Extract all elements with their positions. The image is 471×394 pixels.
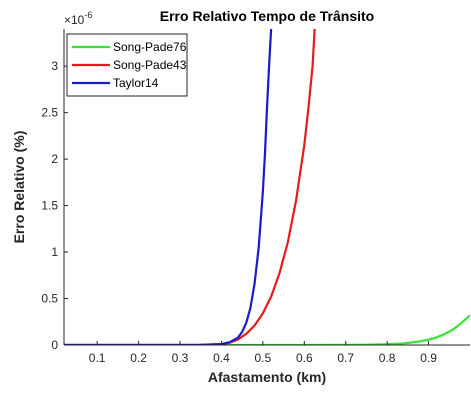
y-tick-label: 1 (51, 245, 58, 259)
y-ticks: 0 0.5 1 1.5 2 2.5 3 (41, 59, 68, 352)
x-tick-label: 0.5 (255, 351, 272, 365)
chart-title: Erro Relativo Tempo de Trânsito (160, 8, 374, 24)
x-tick-label: 0.4 (213, 351, 230, 365)
legend-label: Song-Pade76 (113, 40, 187, 54)
legend-label: Taylor14 (113, 76, 159, 90)
y-tick-label: 1.5 (41, 199, 58, 213)
series-line-song-pade43 (64, 29, 316, 345)
y-axis-label: Erro Relativo (%) (11, 131, 27, 244)
y-tick-label: 3 (51, 59, 58, 73)
y-exponent-label: ×10-6 (64, 10, 92, 27)
x-tick-label: 0.7 (337, 351, 354, 365)
y-tick-label: 0 (51, 338, 58, 352)
x-tick-label: 0.8 (379, 351, 396, 365)
x-tick-label: 0.9 (420, 351, 437, 365)
series-line-song-pade76 (64, 314, 470, 345)
legend-label: Song-Pade43 (113, 58, 187, 72)
series-group (64, 29, 470, 345)
y-tick-label: 0.5 (41, 292, 58, 306)
x-ticks: 0.1 0.2 0.3 0.4 0.5 0.6 0.7 0.8 0.9 (89, 341, 437, 365)
series-line-taylor14 (64, 29, 273, 345)
x-tick-label: 0.2 (130, 351, 147, 365)
y-tick-label: 2.5 (41, 106, 58, 120)
x-tick-label: 0.6 (296, 351, 313, 365)
legend: Song-Pade76 Song-Pade43 Taylor14 (66, 33, 188, 97)
y-exponent-base: ×10 (64, 13, 85, 27)
x-tick-label: 0.3 (172, 351, 189, 365)
y-exponent-power: -6 (84, 10, 92, 20)
y-tick-label: 2 (51, 152, 58, 166)
x-axis-label: Afastamento (km) (208, 369, 326, 385)
x-tick-label: 0.1 (89, 351, 106, 365)
legend-items: Song-Pade76 Song-Pade43 Taylor14 (72, 40, 187, 90)
